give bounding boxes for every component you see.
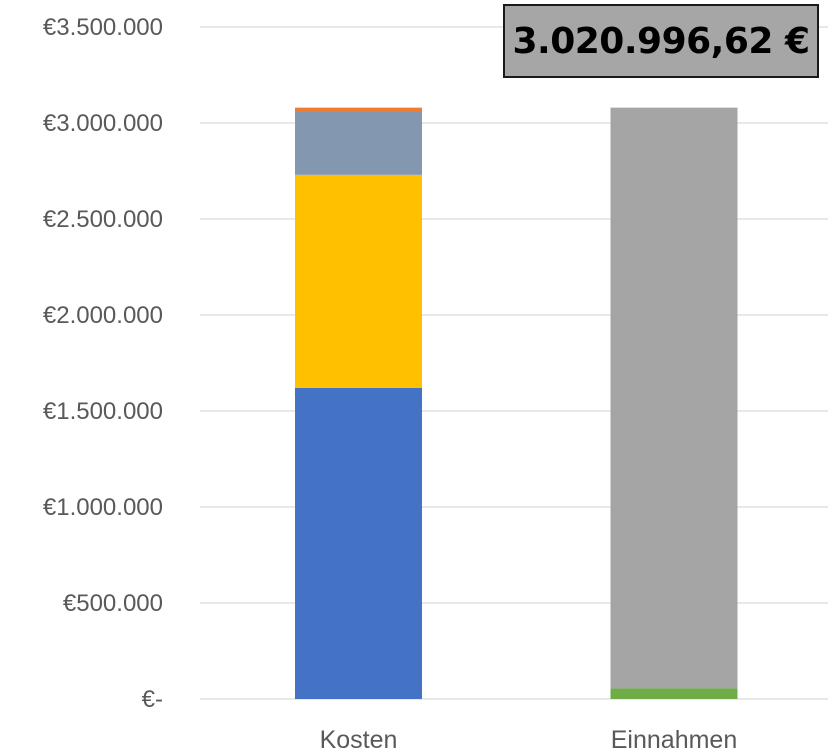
x-category-label: Kosten	[320, 726, 398, 754]
bar-segment-kosten-0	[295, 387, 422, 699]
bar-segment-einnahmen-5	[610, 107, 738, 689]
x-category-label: Einnahmen	[611, 726, 737, 754]
y-tick-label: €3.500.000	[43, 14, 163, 41]
y-tick-label: €500.000	[63, 590, 163, 617]
y-tick-label: €2.000.000	[43, 302, 163, 329]
bar-segment-einnahmen-4	[610, 688, 738, 699]
y-axis-tick-labels: €- €500.000 €1.000.000 €1.500.000 €2.000.000…	[43, 14, 163, 713]
bar-segment-kosten-3	[295, 107, 422, 112]
bar-segments	[295, 107, 738, 699]
y-tick-label: €1.000.000	[43, 494, 163, 521]
y-tick-label: €-	[142, 686, 163, 713]
y-tick-label: €1.500.000	[43, 398, 163, 425]
y-tick-label: €2.500.000	[43, 206, 163, 233]
bar-segment-kosten-1	[295, 174, 422, 388]
bar-segment-kosten-2	[295, 111, 422, 175]
y-tick-label: €3.000.000	[43, 110, 163, 137]
total-annotation-box: 3.020.996,62 €	[503, 4, 819, 78]
x-axis-category-labels: Kosten Einnahmen	[320, 726, 738, 754]
total-annotation-text: 3.020.996,62 €	[512, 20, 810, 62]
